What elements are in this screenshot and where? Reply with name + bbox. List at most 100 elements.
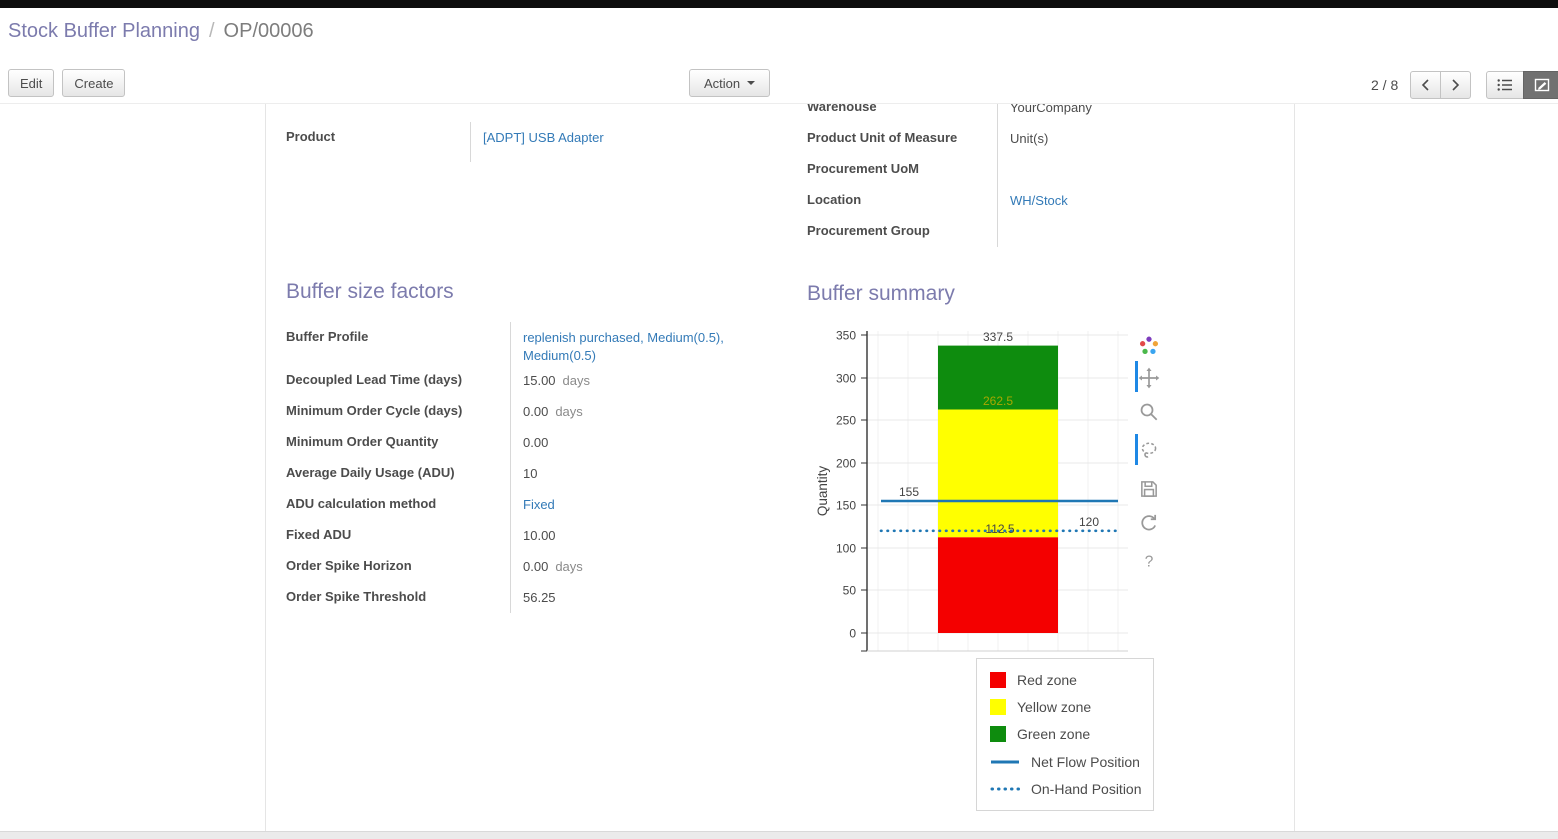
chart-modebar: ? xyxy=(1138,330,1162,580)
form-buttons: Edit Create xyxy=(8,69,126,97)
field-label: Warehouse xyxy=(807,104,998,123)
page-bottom-strip xyxy=(0,831,1558,839)
chart-tick-labels: 0 50 100 150 200 250 300 350 xyxy=(836,329,856,641)
svg-text:150: 150 xyxy=(836,499,856,513)
main-menu-bar xyxy=(0,0,1558,8)
action-dropdown-button[interactable]: Action xyxy=(689,69,771,97)
legend-label: Net Flow Position xyxy=(1031,753,1140,770)
save-icon[interactable] xyxy=(1138,478,1160,500)
field-value: 15.00 xyxy=(523,373,556,388)
field-suffix: days xyxy=(555,404,583,419)
form-sheet: Product [ADPT] USB Adapter Warehouse You… xyxy=(265,104,1295,831)
field-label: Average Daily Usage (ADU) xyxy=(286,458,511,489)
buffer-profile-link[interactable]: replenish purchased, Medium(0.5), Medium… xyxy=(523,330,724,363)
pager-buttons xyxy=(1410,71,1471,99)
pager-counter: 2 / 8 xyxy=(1371,77,1399,93)
plotly-logo-icon[interactable] xyxy=(1138,335,1160,357)
form-view-button[interactable] xyxy=(1523,71,1558,99)
field-label: Order Spike Threshold xyxy=(286,582,511,613)
field-label: Minimum Order Quantity xyxy=(286,427,511,458)
field-label: Minimum Order Cycle (days) xyxy=(286,396,511,427)
view-switcher xyxy=(1486,71,1558,99)
field-row-order-spike-threshold: Order Spike Threshold 56.25 xyxy=(286,582,791,613)
field-value: 10.00 xyxy=(523,528,556,543)
field-label: Product Unit of Measure xyxy=(807,123,998,154)
svg-text:200: 200 xyxy=(836,457,856,471)
create-button[interactable]: Create xyxy=(62,69,126,97)
red-zone-bar[interactable] xyxy=(938,537,1058,633)
green-zone-swatch xyxy=(990,726,1006,743)
y-axis-title: Quantity xyxy=(816,466,830,517)
legend-label: Green zone xyxy=(1017,726,1091,743)
yellow-zone-bar[interactable] xyxy=(938,409,1058,538)
field-row-minimum-order-quantity: Minimum Order Quantity 0.00 xyxy=(286,427,791,458)
field-label: Order Spike Horizon xyxy=(286,551,511,582)
svg-text:300: 300 xyxy=(836,372,856,386)
field-label: Procurement UoM xyxy=(807,154,998,185)
edit-button[interactable]: Edit xyxy=(8,69,55,97)
list-view-button[interactable] xyxy=(1486,71,1524,99)
buffer-summary-chart: 0 50 100 150 200 250 300 350 Quantity 33… xyxy=(816,329,1128,652)
buffer-size-factors-table: Buffer Profile replenish purchased, Medi… xyxy=(286,322,791,613)
breadcrumb: Stock Buffer Planning / OP/00006 xyxy=(8,20,314,43)
field-row-product: Product [ADPT] USB Adapter xyxy=(286,122,736,162)
legend-label: On-Hand Position xyxy=(1031,781,1142,798)
pager-previous-button[interactable] xyxy=(1410,71,1441,99)
field-row-warehouse: Warehouse YourCompany xyxy=(807,104,1277,123)
field-value: 0.00 xyxy=(523,404,549,419)
action-label: Action xyxy=(704,75,741,91)
legend-item-on-hand-position[interactable]: On-Hand Position xyxy=(990,776,1153,803)
field-row-buffer-profile: Buffer Profile replenish purchased, Medi… xyxy=(286,322,791,365)
field-value xyxy=(998,154,1277,185)
field-value: 56.25 xyxy=(523,590,556,605)
field-row-decoupled-lead-time: Decoupled Lead Time (days) 15.00 days xyxy=(286,365,791,396)
field-value xyxy=(998,216,1277,247)
help-icon[interactable]: ? xyxy=(1138,550,1160,572)
field-row-procurement-uom: Procurement UoM xyxy=(807,154,1277,185)
legend-item-yellow-zone[interactable]: Yellow zone xyxy=(990,693,1153,720)
chart-axis-ticks xyxy=(861,334,867,652)
field-row-adu-calculation-method: ADU calculation method Fixed xyxy=(286,489,791,520)
reset-axes-icon[interactable] xyxy=(1138,512,1160,534)
field-value: YourCompany xyxy=(1010,104,1092,115)
legend-item-green-zone[interactable]: Green zone xyxy=(990,721,1153,748)
breadcrumb-parent-link[interactable]: Stock Buffer Planning xyxy=(8,20,200,42)
pager-next-button[interactable] xyxy=(1440,71,1471,99)
field-row-minimum-order-cycle: Minimum Order Cycle (days) 0.00 days xyxy=(286,396,791,427)
list-view-icon xyxy=(1497,79,1512,91)
on-hand-line-swatch xyxy=(990,787,1020,791)
lasso-select-icon[interactable] xyxy=(1138,439,1160,461)
field-row-order-spike-horizon: Order Spike Horizon 0.00 days xyxy=(286,551,791,582)
adu-method-link[interactable]: Fixed xyxy=(523,497,555,512)
field-row-procurement-group: Procurement Group xyxy=(807,216,1277,247)
legend-item-red-zone[interactable]: Red zone xyxy=(990,666,1153,693)
svg-text:50: 50 xyxy=(843,584,857,598)
field-row-fixed-adu: Fixed ADU 10.00 xyxy=(286,520,791,551)
green-zone-bar[interactable] xyxy=(938,345,1058,410)
zoom-icon[interactable] xyxy=(1138,401,1160,423)
field-label: Fixed ADU xyxy=(286,520,511,551)
field-value: 10 xyxy=(523,466,538,481)
field-suffix: days xyxy=(562,373,591,388)
field-label: Product xyxy=(286,122,471,162)
svg-text:?: ? xyxy=(1145,554,1154,571)
field-label: ADU calculation method xyxy=(286,489,511,520)
annotation-on-hand: 120 xyxy=(1079,515,1099,529)
product-link[interactable]: [ADPT] USB Adapter xyxy=(483,130,604,145)
red-zone-swatch xyxy=(990,671,1006,688)
svg-text:100: 100 xyxy=(836,542,856,556)
legend-item-net-flow-position[interactable]: Net Flow Position xyxy=(990,748,1153,775)
svg-text:0: 0 xyxy=(849,627,856,641)
breadcrumb-current: OP/00006 xyxy=(223,20,314,42)
pan-icon[interactable] xyxy=(1138,367,1160,389)
section-title-buffer-size-factors: Buffer size factors xyxy=(286,280,454,303)
svg-text:350: 350 xyxy=(836,329,856,343)
field-label: Decoupled Lead Time (days) xyxy=(286,365,511,396)
field-row-product-uom: Product Unit of Measure Unit(s) xyxy=(807,123,1277,154)
svg-text:250: 250 xyxy=(836,414,856,428)
field-label: Procurement Group xyxy=(807,216,998,247)
location-link[interactable]: WH/Stock xyxy=(1010,193,1068,208)
caret-down-icon xyxy=(747,81,756,85)
annotation-net-flow: 155 xyxy=(899,485,919,499)
